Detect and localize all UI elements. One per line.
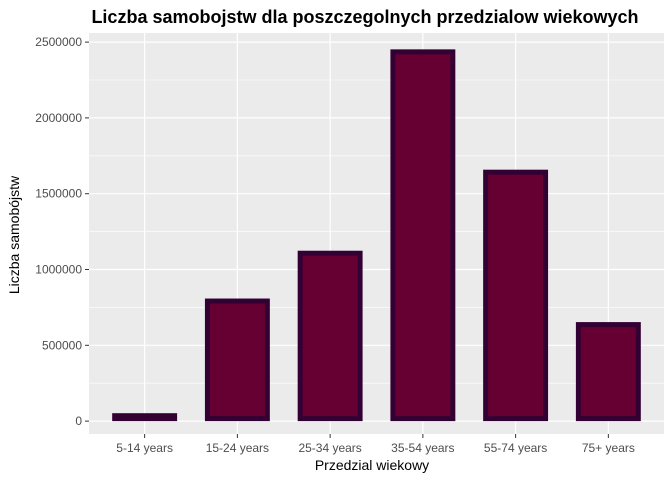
x-tick-label: 15-24 years: [206, 441, 269, 455]
x-axis-title: Przedzial wiekowy: [315, 457, 429, 473]
y-tick-label: 2500000: [35, 35, 82, 49]
bar-75-years: [575, 322, 641, 422]
bars: [112, 49, 641, 422]
x-tick-label: 35-54 years: [391, 441, 454, 455]
bar-35-54-years: [390, 49, 456, 422]
y-tick-label: 1000000: [35, 263, 82, 277]
plot-panel: [89, 33, 664, 434]
x-tick-label: 25-34 years: [298, 441, 361, 455]
x-axis-ticks: 5-14 years 15-24 years 25-34 years 35-54 ye…: [116, 434, 635, 455]
y-tick-label: 1500000: [35, 187, 82, 201]
y-tick-label: 0: [75, 414, 82, 428]
x-tick-label: 5-14 years: [116, 441, 173, 455]
bar-25-34-years: [297, 250, 363, 422]
x-tick-label: 55-74 years: [484, 441, 547, 455]
y-axis-ticks: 0 500000 1000000 1500000 2000000 2500000: [35, 35, 89, 428]
y-tick-label: 2000000: [35, 111, 82, 125]
chart-title: Liczba samobojstw dla poszczegolnych prz…: [91, 7, 638, 27]
bar-15-24-years: [204, 298, 270, 422]
bar-55-74-years: [483, 169, 549, 422]
bar-5-14-years: [112, 413, 178, 422]
y-tick-label: 500000: [42, 338, 82, 352]
x-tick-label: 75+ years: [582, 441, 635, 455]
y-axis-title: Liczba samobójstw: [6, 175, 22, 294]
